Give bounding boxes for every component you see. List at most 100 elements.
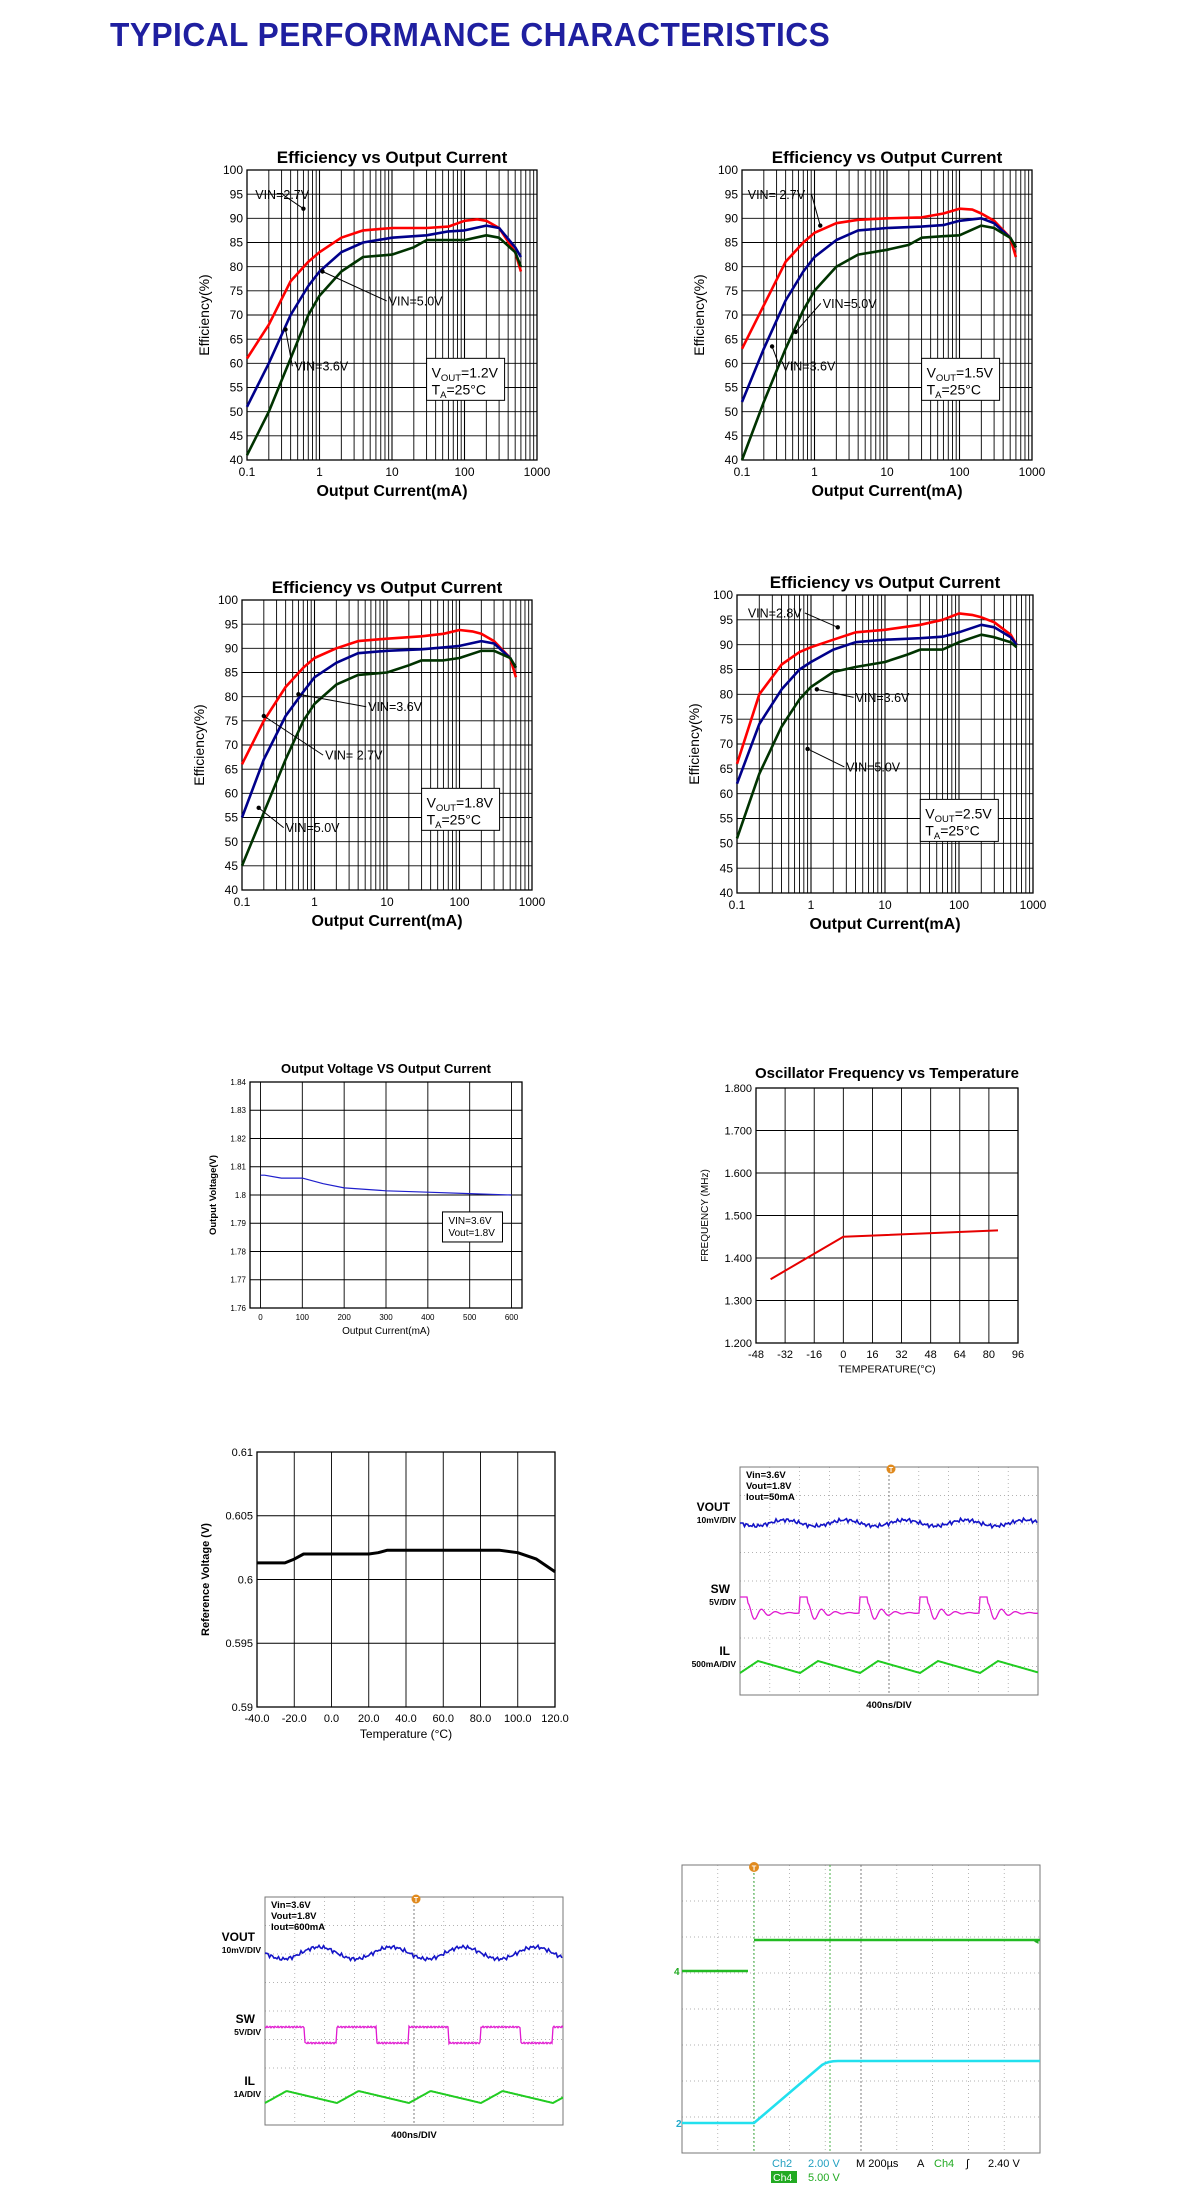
y-tick-label: 95: [230, 187, 244, 201]
readout-trigger-slope: ∫: [965, 2158, 970, 2170]
x-tick-label: 100.0: [504, 1713, 532, 1725]
y-tick-label: 1.400: [724, 1253, 752, 1265]
trigger-marker-label: T: [752, 1864, 757, 1873]
trigger-level-marker: ◂: [1034, 1936, 1039, 1946]
annotation-leader: [795, 303, 822, 333]
x-tick-label: 60.0: [433, 1713, 454, 1725]
x-tick-label: -16: [806, 1349, 822, 1361]
y-tick-label: 1.700: [724, 1125, 752, 1137]
y-tick-label: 45: [230, 429, 244, 443]
condition-box: [426, 357, 506, 401]
x-tick-label: 600: [505, 1313, 519, 1322]
series-line-3: [245, 234, 523, 456]
x-tick-label: 1000: [524, 465, 551, 479]
annotation-arrowhead: [256, 805, 261, 811]
scope-info-line: Vin=3.6V: [746, 1470, 786, 1481]
x-tick-label: 100: [949, 465, 969, 479]
y-tick-label: 85: [230, 236, 244, 250]
annotation-leader: [258, 807, 284, 829]
oscillator-frequency-chart: Oscillator Frequency vs Temperature -48 -3…: [700, 1065, 1024, 1376]
y-tick-label: 55: [230, 381, 244, 395]
x-tick-label: 100: [296, 1313, 310, 1322]
timebase-label: 400ns/DIV: [391, 2130, 437, 2141]
scope-readout: Ch2 2.00 V M 200µs A Ch4 ∫ 2.40 V Ch4 5.00 V: [771, 2158, 1020, 2184]
y-tick-label: 1.78: [230, 1247, 246, 1256]
condition-ta: TA=25°C: [927, 381, 981, 401]
series-annotation: VIN=5.0V: [846, 760, 901, 774]
y-tick-label: 1.800: [724, 1083, 752, 1095]
y-tick-label: 70: [225, 738, 239, 752]
annotation-arrowhead: [805, 746, 810, 752]
annotation-leader: [263, 715, 324, 756]
x-axis-label: Output Current(mA): [809, 916, 960, 933]
x-tick-label: 100: [949, 898, 969, 912]
condition-ta: TA=25°C: [432, 381, 486, 401]
y-tick-label: 1.77: [230, 1276, 246, 1285]
y-tick-label: 85: [720, 663, 734, 677]
trigger-marker: [749, 1862, 759, 1872]
x-tick-label: 80.0: [470, 1713, 491, 1725]
chart-title: Efficiency vs Output Current: [277, 148, 508, 167]
annotation-arrowhead: [320, 269, 325, 274]
channel-name: VOUT: [697, 1500, 731, 1514]
plot-frame: [241, 599, 533, 891]
y-axis-label: Efficiency(%): [196, 274, 212, 355]
y-tick-label: 65: [230, 332, 244, 346]
scope-grid: [265, 1897, 563, 2125]
y-tick-label: 85: [225, 666, 239, 680]
x-tick-label: 120.0: [541, 1713, 569, 1725]
series-line-3: [740, 224, 1018, 461]
y-tick-label: 45: [720, 861, 734, 875]
readout-ch4-value: 5.00 V: [808, 2172, 840, 2184]
y-tick-label: 65: [725, 332, 739, 346]
channel-marker: 2: [676, 2119, 682, 2130]
chart-title: Efficiency vs Output Current: [770, 573, 1001, 592]
channel-name: IL: [719, 1644, 730, 1658]
y-tick-label: 60: [225, 787, 239, 801]
scope-info-line: Iout=600mA: [271, 1922, 325, 1933]
scope-info-line: Vout=1.8V: [746, 1481, 792, 1492]
x-tick-label: 32: [895, 1349, 907, 1361]
y-axis-label: FREQUENCY (MHz): [700, 1169, 711, 1262]
x-tick-label: 400: [421, 1313, 435, 1322]
annotation-leader: [285, 329, 293, 367]
x-tick-label: 10: [880, 465, 894, 479]
chart-title: Efficiency vs Output Current: [772, 148, 1003, 167]
y-tick-label: 80: [230, 260, 244, 274]
waveform-il: [739, 1659, 1039, 1675]
series-line-3: [735, 633, 1018, 839]
efficiency-chart-vout-1v5: Efficiency vs Output Current 0.1 1 10 100 100…: [691, 148, 1046, 500]
condition-vout: VOUT=2.5V: [925, 805, 992, 825]
x-tick-label: 1: [811, 465, 818, 479]
x-tick-label: 10: [878, 898, 892, 912]
y-tick-label: 100: [713, 588, 733, 602]
y-axis-label: Efficiency(%): [686, 703, 702, 784]
y-tick-label: 75: [725, 284, 739, 298]
series-annotation: VIN=5.0V: [823, 297, 878, 311]
chart-title: Oscillator Frequency vs Temperature: [755, 1065, 1019, 1082]
y-tick-label: 0.59: [232, 1702, 253, 1714]
y-tick-label: 40: [230, 453, 244, 467]
channel-scale: 500mA/DIV: [692, 1659, 737, 1669]
y-tick-label: 90: [720, 638, 734, 652]
y-axis-label: Efficiency(%): [691, 274, 707, 355]
y-tick-label: 70: [230, 308, 244, 322]
chart-title: Efficiency vs Output Current: [272, 578, 503, 597]
scope-startup-waveform: T 4 2 ◂ Ch2 2.00 V M 200µs A Ch4 ∫ 2.40 V Ch4 5.00 V: [674, 1862, 1041, 2184]
plot-frame: [246, 169, 538, 461]
y-tick-label: 1.79: [230, 1219, 246, 1228]
scope-info-line: Vin=3.6V: [271, 1900, 311, 1911]
channel-marker: 4: [674, 1967, 680, 1978]
grid: [737, 595, 1033, 893]
annotation-leader: [298, 693, 367, 708]
scope-grid: [682, 1865, 1040, 2153]
condition-box: [921, 357, 1001, 401]
annotation-arrowhead: [835, 625, 840, 630]
plot-frame: [256, 1451, 556, 1708]
series-annotation: VIN=2.8V: [748, 606, 803, 620]
x-tick-label: 0.1: [239, 465, 256, 479]
x-axis-label: Output Current(mA): [311, 913, 462, 930]
y-tick-label: 65: [720, 762, 734, 776]
y-axis-label: Efficiency(%): [191, 704, 207, 785]
